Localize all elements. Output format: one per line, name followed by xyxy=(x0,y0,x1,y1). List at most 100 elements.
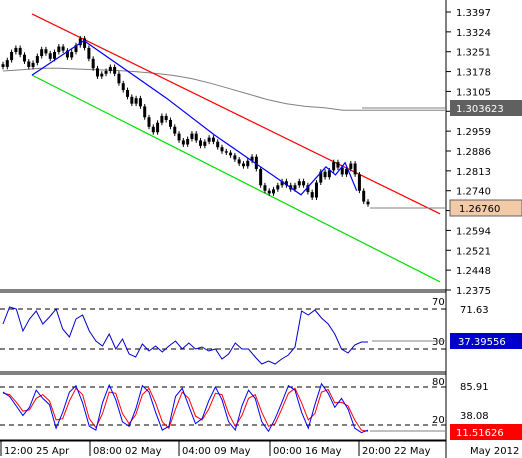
candle xyxy=(353,161,357,177)
rsi-panel[interactable] xyxy=(0,291,446,373)
candle xyxy=(280,178,284,188)
candle xyxy=(104,68,108,77)
candle xyxy=(332,159,336,173)
stoch-main-path xyxy=(2,382,369,434)
candle-body xyxy=(345,168,349,175)
candle-body xyxy=(113,66,117,74)
stochastic-lines xyxy=(2,382,369,434)
candle xyxy=(61,44,65,54)
trend-channel[interactable] xyxy=(31,13,441,283)
current-price-badge-text: 1.26760 xyxy=(459,204,500,215)
candle-body xyxy=(10,51,14,61)
main-price-panel[interactable] xyxy=(0,0,447,458)
candle xyxy=(314,180,318,200)
price-tick-label: 1.2886 xyxy=(456,147,491,158)
candle xyxy=(44,46,48,56)
price-tick-label: 1.2448 xyxy=(456,266,491,277)
candle xyxy=(306,182,310,195)
candle-body xyxy=(237,159,241,164)
price-tick-label: 1.2594 xyxy=(456,226,491,237)
candle xyxy=(190,131,194,142)
candle-body xyxy=(95,68,99,77)
candle xyxy=(211,135,215,145)
candle xyxy=(113,64,117,77)
candle xyxy=(78,35,82,48)
candle xyxy=(366,199,370,207)
current-price-badge xyxy=(449,199,522,217)
time-label-5: 20:00 22 May xyxy=(362,446,431,457)
price-tick-label: 1.3324 xyxy=(456,28,491,39)
candle xyxy=(147,114,151,130)
candle xyxy=(126,87,130,100)
candle xyxy=(121,80,125,93)
candle-body xyxy=(366,201,370,205)
time-label-2: 08:00 02 May xyxy=(93,446,162,457)
candle-body xyxy=(254,156,258,169)
candle-body xyxy=(207,137,211,142)
candle xyxy=(57,44,61,55)
candle xyxy=(156,120,160,135)
candle-body xyxy=(319,171,323,183)
candle xyxy=(27,59,31,70)
candle-body xyxy=(186,139,190,145)
candle-body xyxy=(91,58,95,69)
stoch-value-label-2: 38.08 xyxy=(460,411,489,422)
candle-body xyxy=(164,115,168,120)
price-tick-label: 1.3397 xyxy=(456,8,491,19)
rsi-badge xyxy=(450,333,522,349)
candle xyxy=(263,182,267,194)
candle-body xyxy=(5,60,9,67)
candle-body xyxy=(203,141,207,146)
candle xyxy=(220,144,224,154)
rsi-line xyxy=(2,306,368,365)
candle-body xyxy=(138,98,142,107)
candle xyxy=(40,46,44,59)
candle xyxy=(91,56,95,71)
candle-body xyxy=(151,126,155,133)
candle xyxy=(186,136,190,147)
moving-average-path xyxy=(2,67,446,111)
stoch-badge xyxy=(450,424,522,440)
candle-body xyxy=(280,181,284,186)
upper-channel-line xyxy=(31,13,441,215)
candle-body xyxy=(246,160,250,167)
zigzag-line[interactable] xyxy=(31,39,358,196)
time-label-4: 00:00 16 May xyxy=(273,446,342,457)
candle-body xyxy=(353,163,357,175)
zigzag-path xyxy=(31,39,358,196)
price-tick-label: 1.2740 xyxy=(456,187,491,198)
candle-body xyxy=(349,163,353,169)
candle-body xyxy=(40,49,44,57)
candle-body xyxy=(48,53,52,59)
ma-price-badge-text: 1.303623 xyxy=(456,104,504,115)
candle-body xyxy=(121,83,125,91)
candle xyxy=(229,150,233,158)
candle xyxy=(349,161,353,172)
candle xyxy=(48,50,52,62)
candle-body xyxy=(276,185,280,190)
time-axis-month-label: May 2012 xyxy=(470,446,519,457)
candle xyxy=(108,64,112,74)
candle-body xyxy=(117,73,121,84)
candle-body xyxy=(130,96,134,104)
candle xyxy=(83,35,87,51)
candle xyxy=(199,137,203,149)
candle xyxy=(224,148,228,156)
candle xyxy=(203,139,207,149)
candle-body xyxy=(306,185,310,193)
rsi-value-label: 71.63 xyxy=(460,305,489,316)
candle-body xyxy=(147,117,151,127)
candle-body xyxy=(224,151,228,153)
candle xyxy=(362,188,366,205)
candle-body xyxy=(100,73,104,77)
candle-body xyxy=(190,133,194,140)
candle-body xyxy=(27,61,31,67)
stochastic-panel[interactable] xyxy=(0,373,446,441)
candle xyxy=(302,178,306,188)
candle xyxy=(70,49,74,60)
rsi-level-30-label: 30 xyxy=(432,337,445,348)
price-tick-label: 1.3251 xyxy=(456,48,491,59)
candle xyxy=(87,45,91,62)
candle-body xyxy=(250,156,254,161)
